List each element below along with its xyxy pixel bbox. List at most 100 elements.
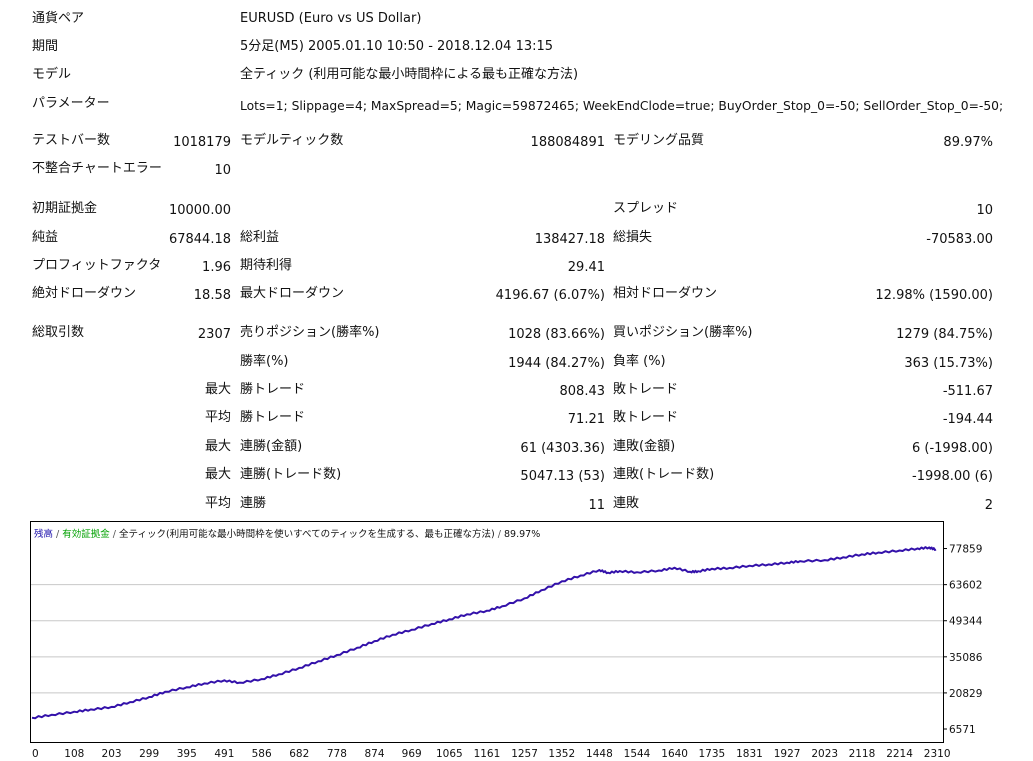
deposit-label: 初期証拠金 <box>32 201 98 216</box>
spread-value: 10 <box>976 203 993 218</box>
max-consec-losses-value: -1998.00 (6) <box>912 469 993 484</box>
avg-win-value: 71.21 <box>567 412 605 427</box>
period-label: 期間 <box>32 39 59 54</box>
x-tick-label: 2118 <box>849 748 876 760</box>
quality-value: 89.97% <box>943 135 993 150</box>
avg-loss-label: 敗トレード <box>613 410 679 425</box>
x-tick-label: 1352 <box>548 748 575 760</box>
x-tick-label: 874 <box>364 748 384 760</box>
legend-separator-2: / <box>110 529 119 540</box>
x-tick-label: 778 <box>327 748 347 760</box>
x-tick-label: 969 <box>402 748 422 760</box>
max-consec-win-label: 連勝(金額) <box>240 439 303 454</box>
x-tick-label: 2023 <box>811 748 838 760</box>
legend-separator-1: / <box>53 529 62 540</box>
ticks-label: モデルティック数 <box>240 133 344 148</box>
y-tick-label: 77859 <box>949 544 982 556</box>
rel-dd-value: 12.98% (1590.00) <box>875 288 993 303</box>
x-tick-label: 1448 <box>586 748 613 760</box>
x-tick-label: 0 <box>32 748 39 760</box>
chart-grid <box>31 584 943 694</box>
balance-line <box>31 546 937 720</box>
largest-loss-value: -511.67 <box>942 384 993 399</box>
avg-win-label: 勝トレード <box>240 410 306 425</box>
y-tick-label: 35086 <box>949 652 983 664</box>
y-tick-label: 49344 <box>949 616 983 628</box>
max-dd-value: 4196.67 (6.07%) <box>495 288 605 303</box>
chart-x-axis: 0 108 203 299 395 491 586 682 778 874 969 1065 1161 1… <box>32 748 951 760</box>
mismatch-value: 10 <box>214 163 231 178</box>
long-value: 1279 (84.75%) <box>896 327 993 342</box>
period-value: 5分足(M5) 2005.01.10 10:50 - 2018.12.04 13… <box>240 39 554 54</box>
gross-loss-value: -70583.00 <box>926 232 993 247</box>
legend-equity: 有効証拠金 <box>62 528 110 540</box>
y-tick-label: 6571 <box>949 724 976 736</box>
chart-plot-area <box>30 521 944 743</box>
ticks-value: 188084891 <box>530 135 605 150</box>
x-tick-label: 1735 <box>698 748 725 760</box>
y-tick-label: 20829 <box>949 688 982 700</box>
chart-y-axis: 77859 63602 49344 35086 20829 6571 <box>943 544 983 736</box>
x-tick-label: 299 <box>139 748 159 760</box>
chart-legend: 残高 / 有効証拠金 / 全ティック(利用可能な最小時間枠を使いすべてのティック… <box>34 528 540 540</box>
x-tick-label: 1257 <box>511 748 538 760</box>
gross-loss-label: 総損失 <box>613 230 653 245</box>
balance-chart: 77859 63602 49344 35086 20829 6571 0 108 203 299… <box>30 521 983 760</box>
x-tick-label: 1927 <box>774 748 801 760</box>
loss-label: 負率 (%) <box>613 354 666 369</box>
max-dd-label: 最大ドローダウン <box>240 286 345 301</box>
avg-consec-loss-value: 2 <box>984 498 993 513</box>
short-value: 1028 (83.66%) <box>508 327 605 342</box>
gross-profit-label: 総利益 <box>240 230 280 245</box>
largest-win-value: 808.43 <box>559 384 606 399</box>
x-tick-label: 2214 <box>886 748 913 760</box>
legend-balance: 残高 <box>34 528 53 540</box>
avg-consec-prefix: 平均 <box>204 496 231 511</box>
bars-label: テストバー数 <box>32 133 111 148</box>
max-consec-loss-label: 連敗(金額) <box>613 439 676 454</box>
legend-separator-3: / <box>495 529 504 540</box>
params-value: Lots=1; Slippage=4; MaxSpread=5; Magic=5… <box>240 99 1004 113</box>
net-label: 純益 <box>32 230 59 245</box>
win-value: 1944 (84.27%) <box>508 356 605 371</box>
rel-dd-label: 相対ドローダウン <box>613 286 718 301</box>
params-label: パラメーター <box>32 96 110 111</box>
y-tick-label: 63602 <box>949 580 982 592</box>
x-tick-label: 1161 <box>474 748 501 760</box>
avg-consec-loss-label: 連敗 <box>613 496 640 511</box>
win-label: 勝率(%) <box>240 354 289 369</box>
model-value: 全ティック (利用可能な最小時間枠による最も正確な方法) <box>240 67 579 82</box>
payoff-label: 期待利得 <box>240 258 293 273</box>
legend-quality: 89.97% <box>504 529 540 540</box>
largest-prefix: 最大 <box>204 382 231 397</box>
gross-profit-value: 138427.18 <box>534 232 605 247</box>
largest-loss-label: 敗トレード <box>613 382 679 397</box>
spread-label: スプレッド <box>613 201 679 216</box>
max-consec-profit-label: 連勝(トレード数) <box>240 467 342 482</box>
x-tick-label: 1544 <box>624 748 651 760</box>
x-tick-label: 1640 <box>661 748 688 760</box>
net-value: 67844.18 <box>168 232 231 247</box>
max-consec-win-value: 61 (4303.36) <box>520 441 605 456</box>
max-consec-loss-value: 6 (-1998.00) <box>912 441 993 456</box>
x-tick-label: 1065 <box>436 748 463 760</box>
x-tick-label: 1831 <box>736 748 763 760</box>
bars-value: 1018179 <box>173 135 231 150</box>
loss-value: 363 (15.73%) <box>904 356 993 371</box>
symbol-label: 通貨ペア <box>32 11 85 26</box>
x-tick-label: 395 <box>177 748 197 760</box>
chart-series <box>31 546 937 720</box>
max-consec-prefix: 最大 <box>204 439 231 454</box>
x-tick-label: 682 <box>289 748 309 760</box>
abs-dd-value: 18.58 <box>193 288 231 303</box>
average-prefix: 平均 <box>204 410 231 425</box>
x-tick-label: 586 <box>252 748 272 760</box>
trades-label: 総取引数 <box>32 325 85 340</box>
long-label: 買いポジション(勝率%) <box>613 325 753 340</box>
trades-value: 2307 <box>197 327 231 342</box>
legend-model: 全ティック(利用可能な最小時間枠を使いすべてのティックを生成する、最も正確な方法… <box>119 528 495 540</box>
largest-win-label: 勝トレード <box>240 382 306 397</box>
model-label: モデル <box>32 67 72 82</box>
x-tick-label: 2310 <box>924 748 951 760</box>
max-consec-losses-label: 連敗(トレード数) <box>613 467 715 482</box>
